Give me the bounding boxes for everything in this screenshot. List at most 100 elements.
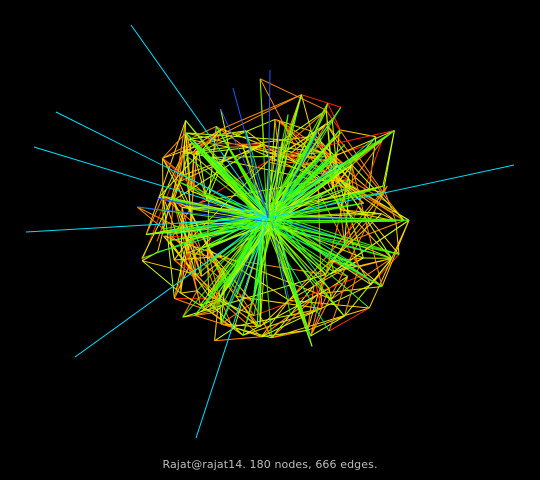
graph-edge xyxy=(219,219,271,299)
graph-edge xyxy=(307,285,315,331)
graph-edge-spoke xyxy=(195,217,269,439)
graph-edge xyxy=(180,292,210,312)
graph-edge xyxy=(331,119,337,157)
graph-edge xyxy=(211,157,272,219)
graph-edge xyxy=(207,222,267,250)
graph-edge xyxy=(267,221,315,286)
graph-edge xyxy=(271,224,290,301)
graph-edge xyxy=(204,223,263,307)
graph-edge xyxy=(274,136,377,225)
graph-edge xyxy=(193,217,270,256)
graph-edge xyxy=(270,212,364,276)
graph-edge xyxy=(333,257,392,273)
graph-edge xyxy=(235,296,258,327)
graph-caption: Rajat@rajat14. 180 nodes, 666 edges. xyxy=(162,458,378,471)
graph-edge xyxy=(141,212,266,259)
graph-edge xyxy=(344,257,393,317)
graph-edge xyxy=(174,298,210,312)
graph-edge xyxy=(145,120,187,235)
graph-edge xyxy=(214,336,262,342)
graph-edge xyxy=(222,219,272,257)
graph-edge xyxy=(325,110,332,157)
graph-edge xyxy=(173,229,191,299)
graph-edge xyxy=(274,156,288,216)
graph-edge xyxy=(266,94,302,212)
graph-edge xyxy=(206,147,230,201)
graph-edge xyxy=(330,271,334,275)
graph-edge xyxy=(191,128,222,155)
graph-edge xyxy=(260,151,325,214)
graph-edge xyxy=(253,220,271,316)
graph-edge xyxy=(332,164,353,189)
graph-edge xyxy=(342,238,392,259)
graph-edge xyxy=(310,288,330,337)
graph-edge xyxy=(358,266,383,287)
graph-edge xyxy=(207,248,290,301)
graph-edge-spoke xyxy=(267,164,515,219)
graph-edge xyxy=(242,288,330,336)
graph-edge xyxy=(328,276,349,332)
graph-edge xyxy=(368,219,410,309)
graph-edge xyxy=(266,211,376,219)
graph-edge xyxy=(270,211,359,268)
graph-edge xyxy=(236,295,322,310)
graph-edge xyxy=(259,78,327,111)
graph-edge xyxy=(136,206,185,231)
graph-edge xyxy=(172,120,187,201)
graph-edge xyxy=(197,146,208,201)
graph-edge xyxy=(301,94,342,108)
graph-edge xyxy=(334,176,397,222)
graph-edge xyxy=(186,206,226,284)
graph-edge xyxy=(228,147,272,214)
graph-edge xyxy=(195,275,258,327)
graph-edge xyxy=(262,219,309,331)
graph-edge-spoke xyxy=(130,24,269,219)
graph-edge xyxy=(228,147,265,212)
graph-edge xyxy=(315,283,323,309)
graph-edge xyxy=(324,130,395,161)
graph-edge xyxy=(220,108,230,148)
graph-edge xyxy=(220,218,263,325)
graph-edge xyxy=(206,180,319,202)
graph-edge xyxy=(325,123,353,166)
graph-edge xyxy=(191,211,271,238)
graph-edge xyxy=(193,237,211,256)
graph-edge xyxy=(268,155,332,225)
graph-edge xyxy=(181,207,185,230)
graph-edge xyxy=(193,153,206,195)
graph-edge xyxy=(370,254,400,286)
graph-edge-spoke xyxy=(74,217,269,358)
graph-edge xyxy=(182,152,270,222)
graph-edge xyxy=(157,128,222,199)
graph-edge xyxy=(330,276,349,300)
graph-edge xyxy=(224,284,254,303)
graph-edge xyxy=(242,308,322,336)
graph-edge xyxy=(323,151,351,181)
graph-edge-spoke xyxy=(55,111,269,219)
graph-edge xyxy=(169,220,273,242)
graph-edge xyxy=(162,157,208,201)
graph-edge xyxy=(382,186,397,222)
graph-edge xyxy=(266,223,330,289)
graph-edge xyxy=(261,222,345,317)
graph-edge xyxy=(220,219,266,325)
graph-edge xyxy=(162,196,175,299)
graph-edge xyxy=(204,193,272,215)
graph-edge xyxy=(264,216,345,317)
graph-edge xyxy=(224,224,273,286)
graph-edge xyxy=(340,131,384,193)
graph-edge xyxy=(141,260,182,294)
graph-edge xyxy=(220,108,270,217)
graph-edge xyxy=(188,240,202,277)
graph-edge xyxy=(141,174,184,259)
graph-edge xyxy=(327,182,341,210)
graph-edge-spoke xyxy=(232,87,269,219)
graph-edge xyxy=(206,238,212,249)
graph-edge xyxy=(180,290,198,294)
graph-edge xyxy=(268,144,346,220)
graph-edge xyxy=(307,315,345,331)
graph-edge xyxy=(178,153,184,182)
graph-edge xyxy=(232,326,262,338)
graph-edge xyxy=(245,130,280,157)
graph-edge xyxy=(194,217,273,316)
